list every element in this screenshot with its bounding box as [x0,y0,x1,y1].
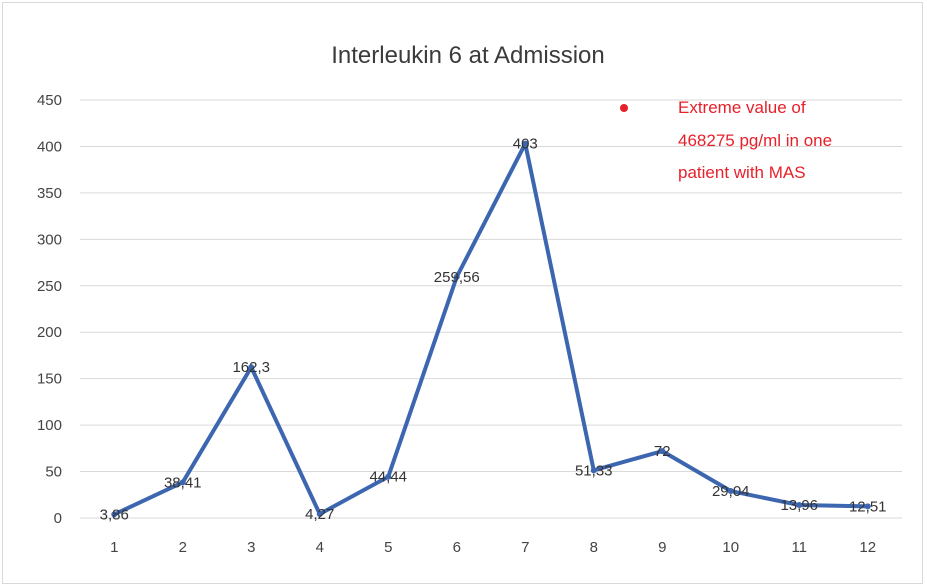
data-labels: 3,86 38,41 162,3 4,27 44,44 259,56 403 51,33 72 2… [100,136,887,524]
x-tick-label: 11 [791,539,807,556]
y-tick-label: 150 [37,371,62,388]
data-point [522,140,529,147]
annotation-line-1: Extreme value of [678,98,806,117]
x-axis-ticks: 1 2 3 4 5 6 7 8 9 10 11 12 [110,539,876,556]
data-label: 51,33 [575,462,613,479]
x-tick-label: 2 [179,539,187,556]
y-tick-label: 200 [37,324,62,341]
annotation-marker [620,104,628,112]
data-point [659,448,666,455]
data-point [385,473,392,480]
data-point [590,467,597,474]
data-point [179,479,186,486]
y-tick-label: 400 [37,138,62,155]
series-line [112,141,870,517]
x-tick-label: 7 [521,539,529,556]
data-label: 72 [654,443,671,460]
y-tick-label: 250 [37,278,62,295]
series-group [111,140,871,518]
data-point [796,502,803,509]
x-tick-label: 9 [658,539,666,556]
data-label: 3,86 [100,506,129,523]
data-label: 44,44 [369,469,407,486]
data-label: 162,3 [232,359,270,376]
data-label: 259,56 [434,269,480,286]
chart-title: Interleukin 6 at Admission [331,42,604,69]
grid [80,99,902,519]
x-tick-label: 3 [247,539,255,556]
y-tick-label: 0 [54,510,62,527]
data-point [248,364,255,371]
data-label: 13,96 [780,497,818,514]
y-tick-label: 300 [37,231,62,248]
x-tick-label: 1 [110,539,118,556]
annotation-line-3: patient with MAS [678,163,806,182]
data-point [111,511,118,518]
data-point [864,503,871,510]
y-tick-label: 50 [45,464,62,481]
data-label: 38,41 [164,474,202,491]
y-axis-ticks: 0 50 100 150 200 250 300 350 400 450 [37,92,62,527]
data-point [727,488,734,495]
data-point [316,511,323,518]
x-tick-label: 12 [859,539,876,556]
y-tick-label: 350 [37,185,62,202]
data-point [453,273,460,280]
data-label: 403 [513,136,538,153]
x-tick-label: 4 [316,539,324,556]
x-tick-label: 8 [590,539,598,556]
x-tick-label: 10 [722,539,739,556]
x-tick-label: 6 [453,539,461,556]
y-tick-label: 450 [37,92,62,109]
y-tick-label: 100 [37,417,62,434]
annotation: Extreme value of 468275 pg/ml in one pat… [620,98,832,182]
data-label: 29,04 [712,483,750,500]
x-tick-label: 5 [384,539,392,556]
data-label: 12,51 [849,498,887,515]
data-label: 4,27 [305,506,334,523]
annotation-line-2: 468275 pg/ml in one [678,131,832,150]
